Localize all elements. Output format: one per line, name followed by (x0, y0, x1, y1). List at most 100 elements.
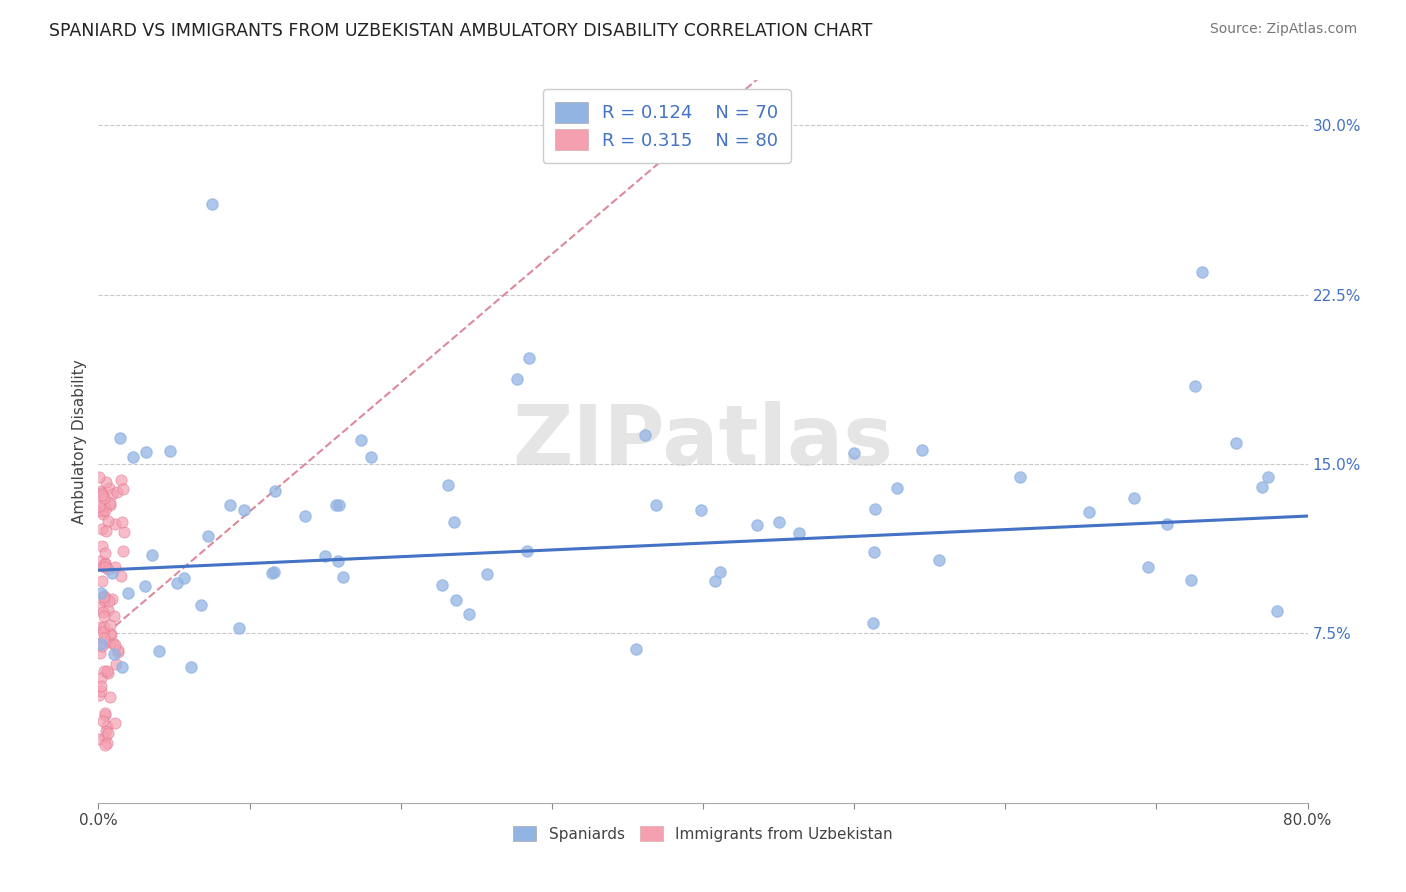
Point (93, 590, 115, 604)
Point (98, 496, 121, 510)
Point (437, 478, 460, 492)
Point (89, 554, 111, 568)
Point (107, 643, 129, 657)
Point (865, 501, 887, 516)
Point (110, 431, 132, 445)
Point (180, 660, 202, 674)
Point (98, 481, 121, 495)
Point (96, 736, 118, 750)
Point (93, 491, 115, 506)
Point (91, 488, 114, 502)
Point (326, 554, 349, 568)
Point (624, 642, 647, 657)
Point (93, 546, 115, 560)
Point (1225, 436, 1247, 450)
Point (134, 579, 156, 593)
Point (703, 574, 725, 588)
Point (110, 473, 132, 487)
Point (844, 446, 866, 460)
Point (328, 498, 350, 512)
Point (862, 615, 884, 630)
Point (104, 716, 127, 731)
Point (928, 553, 950, 567)
Point (1008, 470, 1031, 484)
Point (1180, 573, 1202, 587)
Text: SPANIARD VS IMMIGRANTS FROM UZBEKISTAN AMBULATORY DISABILITY CORRELATION CHART: SPANIARD VS IMMIGRANTS FROM UZBEKISTAN A… (49, 22, 873, 40)
Point (98, 617, 121, 632)
Point (645, 498, 668, 512)
Point (141, 548, 163, 562)
Point (112, 543, 135, 558)
Point (110, 569, 132, 583)
Point (104, 638, 127, 652)
Point (197, 529, 219, 543)
Point (87, 732, 110, 747)
Point (100, 566, 122, 580)
Point (93, 589, 115, 603)
Point (101, 592, 124, 607)
Point (112, 525, 135, 540)
Point (97, 562, 120, 576)
Point (91, 605, 114, 619)
Point (1136, 560, 1159, 574)
Point (709, 565, 731, 579)
Text: Source: ZipAtlas.com: Source: ZipAtlas.com (1209, 22, 1357, 37)
Point (91, 714, 114, 728)
Point (228, 621, 250, 635)
Point (93, 609, 115, 624)
Point (105, 484, 128, 499)
Point (517, 351, 540, 365)
Point (768, 515, 790, 529)
Point (94, 707, 117, 722)
Point (89, 619, 111, 633)
Point (190, 598, 212, 612)
Point (100, 627, 122, 641)
Point (1156, 516, 1178, 531)
Point (96, 664, 118, 678)
Point (100, 487, 122, 501)
Point (89, 646, 111, 660)
Point (104, 517, 127, 532)
Point (96, 524, 118, 539)
Y-axis label: Ambulatory Disability: Ambulatory Disability (72, 359, 87, 524)
Point (166, 576, 188, 591)
Point (1191, 265, 1213, 279)
Point (360, 450, 382, 464)
Point (350, 433, 373, 447)
Point (1078, 505, 1101, 519)
Point (263, 566, 285, 580)
Point (93, 631, 115, 645)
Point (104, 559, 127, 574)
Point (159, 444, 181, 458)
Point (634, 428, 657, 442)
Point (94, 738, 117, 752)
Point (97, 594, 120, 608)
Point (89, 469, 111, 483)
Point (91, 574, 114, 588)
Point (93, 498, 115, 512)
Point (103, 647, 125, 661)
Point (91, 507, 114, 521)
Point (458, 607, 481, 621)
Point (747, 517, 769, 532)
Point (97, 603, 120, 617)
Point (886, 481, 908, 495)
Point (219, 498, 242, 512)
Point (117, 586, 139, 600)
Point (96, 719, 118, 733)
Point (101, 636, 124, 650)
Point (93, 665, 115, 679)
Point (432, 578, 454, 592)
Point (506, 371, 529, 385)
Point (103, 609, 125, 624)
Point (91, 539, 114, 553)
Point (1257, 470, 1279, 484)
Point (325, 498, 347, 512)
Point (443, 515, 465, 529)
Point (87, 599, 110, 614)
Point (90, 671, 112, 685)
Point (97, 726, 120, 740)
Legend: R = 0.124    N = 70, R = 0.315    N = 80: R = 0.124 N = 70, R = 0.315 N = 80 (543, 89, 792, 162)
Point (1251, 479, 1274, 493)
Point (94, 559, 117, 574)
